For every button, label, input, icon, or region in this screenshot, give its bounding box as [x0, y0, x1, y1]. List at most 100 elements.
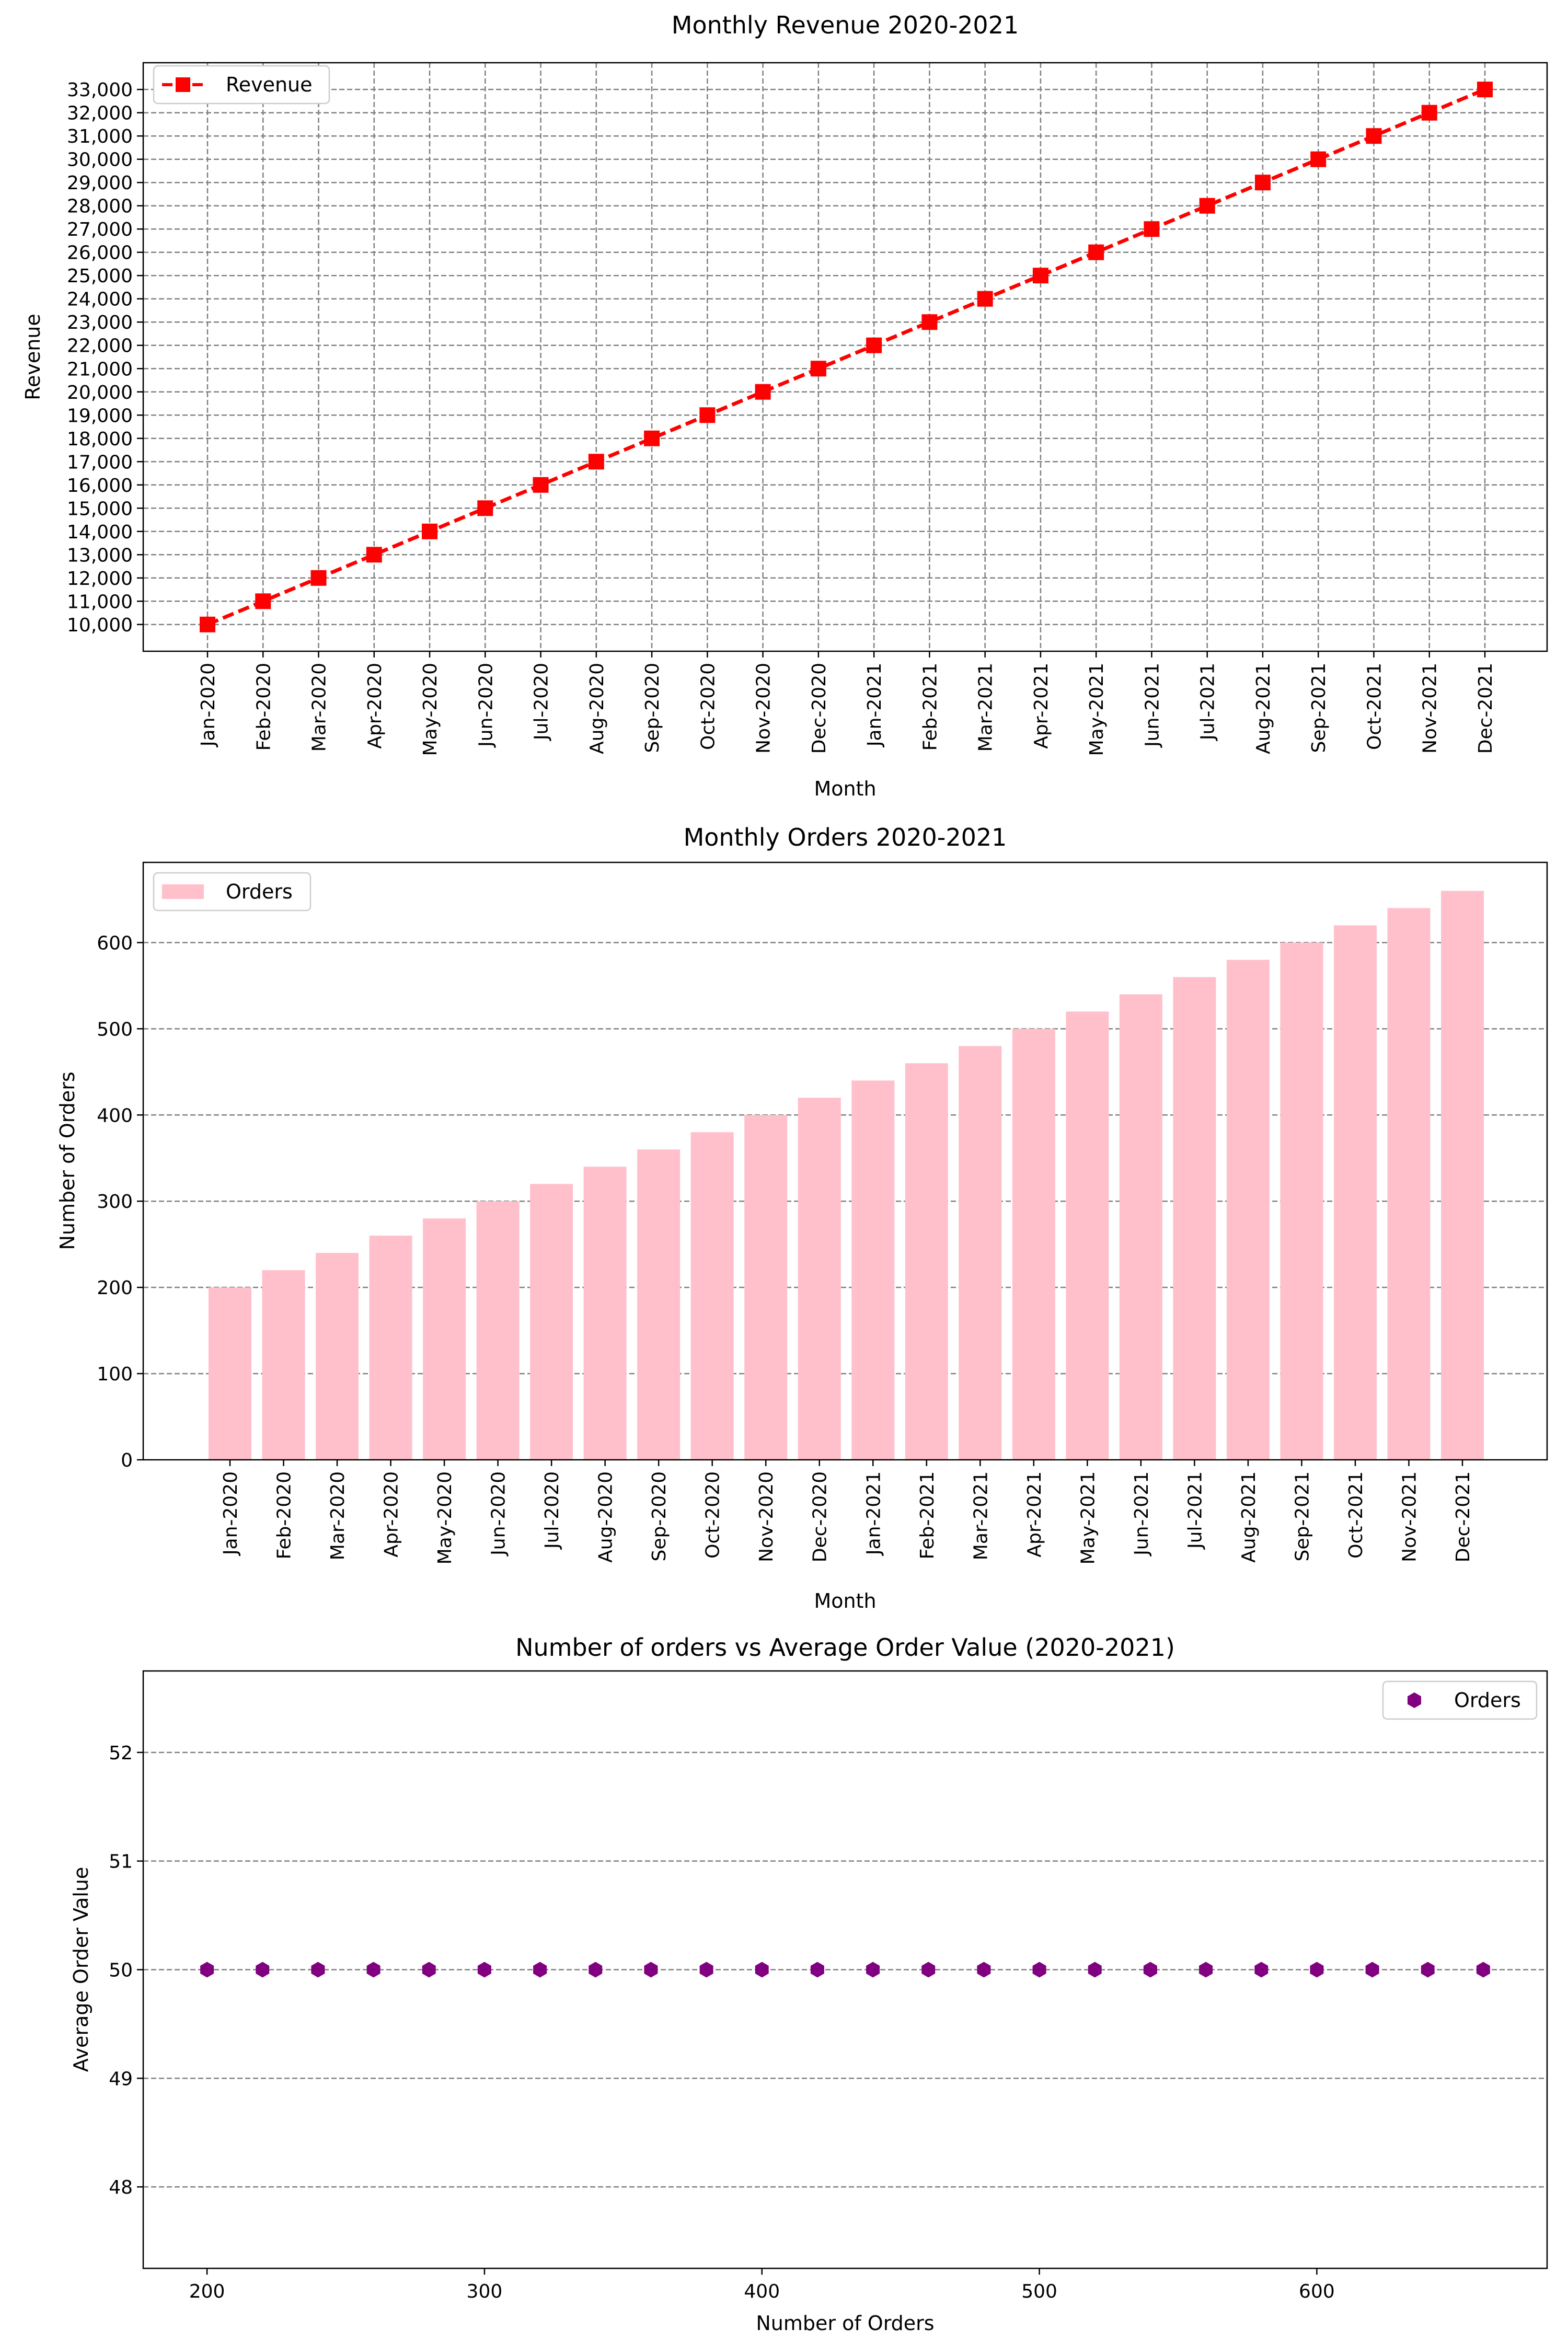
revenue-point	[1366, 128, 1382, 144]
revenue-y-axis-label: Revenue	[21, 314, 44, 400]
revenue-point	[644, 430, 660, 446]
orders-bar	[1280, 942, 1323, 1460]
aov-legend: Orders	[1382, 1680, 1538, 1720]
revenue-y-tick-label: 30,000	[67, 149, 133, 171]
orders-x-axis-label: Month	[814, 1589, 876, 1612]
orders-x-ticks: Jan-2020 Feb-2020 Mar-2020 Apr-2020 May-2020…	[220, 1460, 1474, 1564]
revenue-y-tick-label: 12,000	[67, 568, 133, 590]
revenue-point	[200, 616, 215, 632]
revenue-x-tick-label: Nov-2021	[1420, 663, 1441, 754]
revenue-y-tick-label: 32,000	[67, 103, 133, 124]
revenue-y-tick-label: 22,000	[67, 336, 133, 357]
revenue-point	[1421, 105, 1437, 121]
orders-x-tick-label: Sep-2021	[1292, 1471, 1313, 1561]
orders-x-tick-label: Mar-2021	[970, 1471, 991, 1560]
revenue-point	[1254, 175, 1271, 191]
aov-point	[810, 1962, 824, 1978]
orders-bar	[1387, 908, 1431, 1460]
orders-x-tick-label: Jul-2021	[1184, 1471, 1206, 1550]
aov-chart: Number of orders vs Average Order Value …	[70, 1633, 1548, 2335]
aov-point	[1365, 1962, 1379, 1978]
revenue-line	[206, 87, 1486, 627]
revenue-point	[755, 384, 771, 400]
orders-bar	[959, 1046, 1002, 1460]
aov-y-ticks: 48 49 50 51 52	[109, 1743, 143, 2198]
revenue-point	[1477, 82, 1493, 98]
orders-x-tick-label: Mar-2020	[327, 1471, 349, 1560]
orders-legend-label: Orders	[226, 880, 293, 903]
aov-point	[977, 1962, 991, 1978]
orders-bar	[423, 1218, 466, 1460]
orders-y-tick-label: 100	[97, 1364, 133, 1385]
aov-x-tick-label: 400	[744, 2281, 780, 2302]
revenue-legend-box	[153, 65, 330, 105]
revenue-point	[1088, 244, 1104, 260]
orders-bar	[530, 1184, 573, 1460]
revenue-x-tick-label: Apr-2021	[1031, 663, 1052, 749]
revenue-y-tick-label: 27,000	[67, 219, 133, 240]
aov-point	[1199, 1962, 1213, 1978]
aov-point	[589, 1962, 603, 1978]
orders-bar	[583, 1167, 627, 1460]
orders-x-tick-label: May-2021	[1077, 1471, 1099, 1564]
orders-y-ticks: 0 100 200 300 400 500 600	[97, 932, 143, 1471]
aov-legend-label: Orders	[1454, 1689, 1521, 1712]
orders-x-tick-label: Dec-2021	[1452, 1471, 1474, 1562]
aov-point	[311, 1962, 325, 1978]
revenue-point	[1310, 151, 1327, 167]
aov-point	[1254, 1962, 1269, 1978]
orders-bar	[476, 1201, 520, 1460]
revenue-point	[588, 454, 604, 470]
orders-legend-box	[153, 872, 312, 912]
revenue-x-tick-label: Jan-2021	[864, 663, 885, 747]
orders-x-tick-label: Jan-2020	[220, 1471, 241, 1556]
revenue-point	[810, 361, 826, 377]
orders-bar	[690, 1132, 734, 1460]
revenue-y-tick-label: 28,000	[67, 196, 133, 217]
orders-y-tick-label: 300	[97, 1191, 133, 1213]
revenue-y-tick-label: 14,000	[67, 522, 133, 543]
revenue-legend-marker	[176, 77, 190, 92]
aov-y-tick-label: 50	[109, 1960, 133, 1981]
orders-bar	[1441, 891, 1484, 1460]
orders-bar	[744, 1115, 788, 1460]
orders-x-tick-label: Oct-2020	[702, 1471, 724, 1559]
orders-x-tick-label: Jan-2021	[863, 1471, 884, 1556]
aov-points	[200, 1962, 1490, 1978]
revenue-x-tick-label: Sep-2021	[1308, 663, 1330, 753]
orders-y-tick-label: 400	[97, 1105, 133, 1126]
revenue-x-tick-label: May-2020	[420, 663, 441, 756]
revenue-point	[422, 523, 438, 539]
revenue-point	[533, 477, 549, 493]
aov-point	[1476, 1962, 1490, 1978]
aov-point	[699, 1962, 713, 1978]
revenue-x-tick-label: Feb-2020	[253, 663, 274, 751]
aov-point	[477, 1962, 491, 1978]
revenue-x-tick-label: Oct-2021	[1364, 663, 1385, 750]
orders-x-tick-label: Jul-2020	[541, 1471, 563, 1550]
aov-point	[644, 1962, 658, 1978]
orders-plot-frame	[142, 861, 1548, 1461]
aov-chart-title: Number of orders vs Average Order Value …	[515, 1633, 1175, 1662]
aov-x-axis-label: Number of Orders	[756, 2312, 934, 2335]
revenue-point	[699, 407, 716, 423]
orders-x-tick-label: Jun-2020	[488, 1471, 510, 1557]
orders-bar	[1119, 994, 1162, 1460]
aov-y-tick-label: 48	[109, 2177, 133, 2198]
aov-x-tick-label: 200	[189, 2281, 225, 2302]
orders-y-axis-label: Number of Orders	[56, 1071, 79, 1250]
revenue-x-tick-label: Jun-2021	[1142, 663, 1163, 748]
orders-bar	[262, 1270, 305, 1460]
revenue-x-tick-label: Aug-2020	[586, 663, 608, 754]
revenue-point	[366, 547, 382, 563]
revenue-y-tick-label: 25,000	[67, 266, 133, 287]
revenue-y-tick-label: 20,000	[67, 382, 133, 403]
aov-y-tick-label: 49	[109, 2068, 133, 2090]
aov-point	[533, 1962, 547, 1978]
orders-bar	[851, 1080, 895, 1460]
revenue-y-tick-label: 26,000	[67, 243, 133, 264]
aov-x-tick-label: 600	[1299, 2281, 1335, 2302]
orders-chart-title: Monthly Orders 2020-2021	[684, 823, 1007, 851]
orders-x-tick-label: Jun-2021	[1131, 1471, 1152, 1557]
